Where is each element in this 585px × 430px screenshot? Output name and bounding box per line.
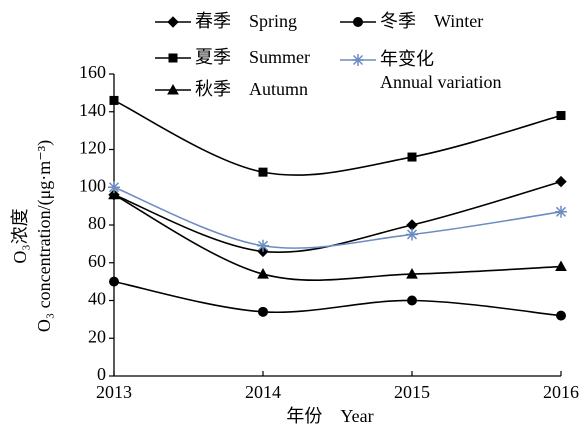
y-tick-label: 120 [79,138,106,158]
legend-label: 夏季 Summer [195,47,310,67]
legend-marker [168,53,178,63]
series-line [113,99,562,176]
y-tick-label: 0 [97,364,106,384]
series-line [113,280,562,317]
marker [406,268,418,279]
marker [109,95,119,105]
y-tick-label: 160 [79,62,106,82]
marker [555,175,567,188]
series-line [113,186,562,249]
marker [555,260,567,272]
y-tick-label: 20 [88,326,106,346]
marker [257,268,269,279]
marker [258,167,268,177]
marker [555,205,567,218]
legend-label: 秋季 Autumn [195,79,309,99]
y-axis-label: O₃浓度 [10,208,30,263]
y-tick-label: 80 [88,213,106,233]
marker [108,188,120,200]
legend-marker [353,17,363,27]
legend-marker [167,16,179,28]
x-axis-label: 年份 Year [286,406,373,426]
y-tick-label: 100 [79,175,106,195]
marker [556,310,566,321]
legend-label: 年变化 Annual variation [380,49,502,92]
marker [556,111,566,121]
series-line [113,194,562,281]
legend-label: 冬季 Winter [380,11,484,31]
legend-marker [167,83,179,95]
y-tick-label: 60 [88,251,106,271]
marker [407,295,417,306]
x-tick-label: 2014 [245,382,281,402]
marker [108,181,120,194]
y-axis-label: O₃ concentration/(μg·m⁻³) [34,140,55,332]
y-tick-label: 140 [79,100,106,120]
x-tick-label: 2015 [394,382,430,402]
x-tick-label: 2013 [96,382,132,402]
marker [406,228,418,241]
legend-marker [352,54,364,66]
x-tick-label: 2016 [543,382,579,402]
y-tick-label: 40 [88,289,106,309]
legend-label: 春季 Spring [195,11,298,31]
marker [257,239,269,252]
marker [109,276,119,287]
series-line [113,180,562,253]
marker [407,152,417,162]
marker [258,306,268,317]
